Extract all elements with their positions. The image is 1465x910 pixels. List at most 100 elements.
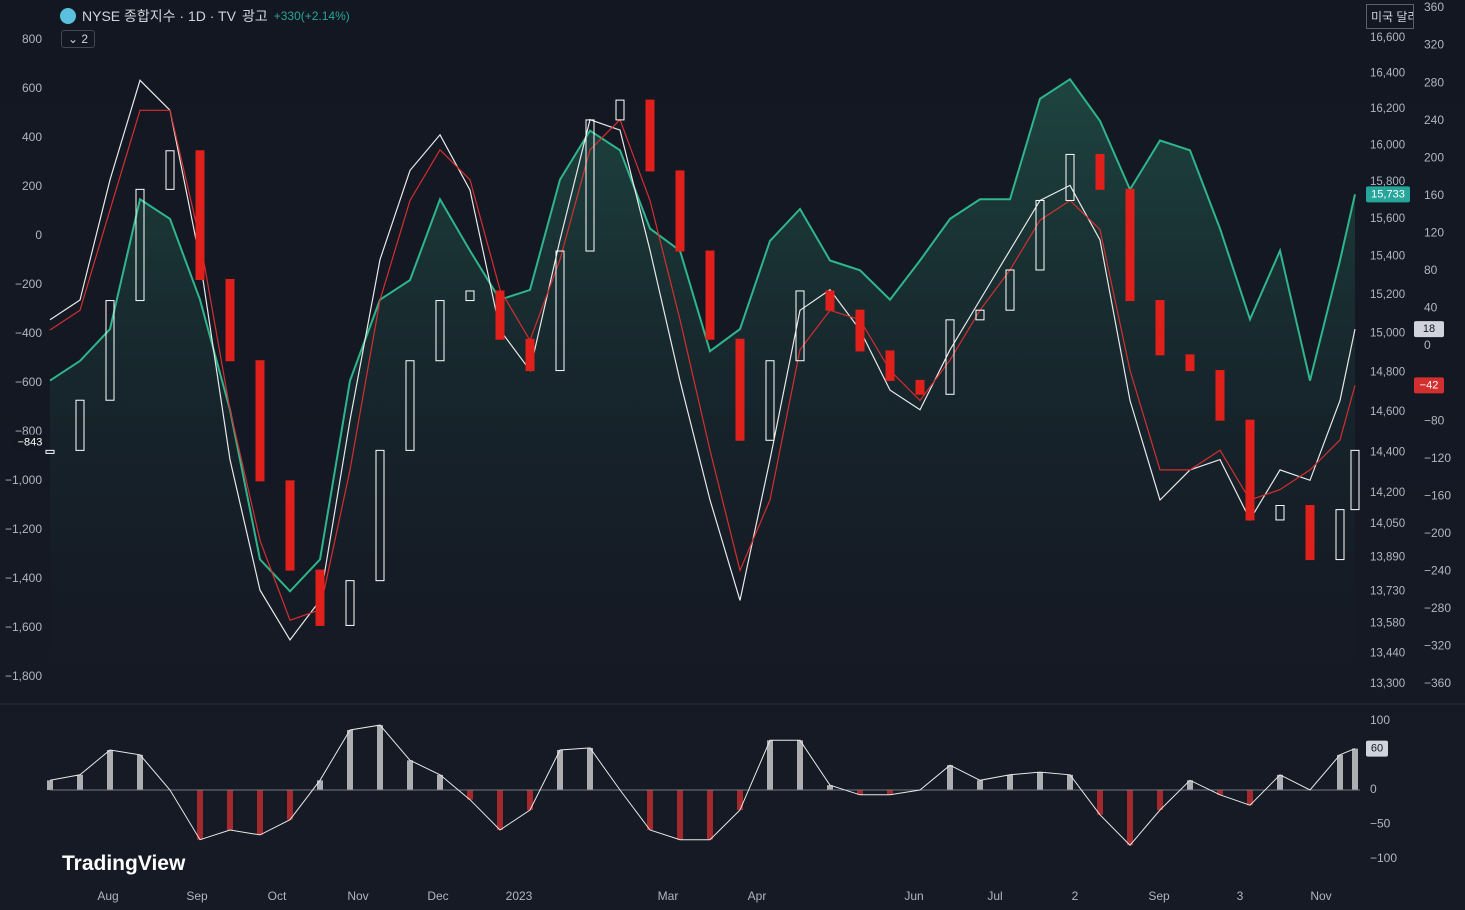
price-tick-label: 15,000 xyxy=(1370,327,1405,339)
histogram-bar xyxy=(1217,790,1223,795)
y2-tick-label: −360 xyxy=(1424,676,1451,690)
candle xyxy=(1305,504,1315,561)
histogram-bar xyxy=(257,790,263,835)
histogram-bar xyxy=(107,749,113,790)
histogram-bar xyxy=(197,790,203,840)
histogram-bar xyxy=(437,774,443,790)
candle xyxy=(555,250,565,372)
y-tick-label: 800 xyxy=(22,32,42,46)
histogram-bar xyxy=(1097,790,1103,815)
lower-tick-label: −50 xyxy=(1370,817,1391,831)
candle xyxy=(435,300,445,362)
change: +330(+2.14%) xyxy=(273,9,350,23)
series-line xyxy=(49,109,1356,621)
x-tick-label: Nov xyxy=(1310,889,1331,903)
y2-tick-label: 360 xyxy=(1424,0,1444,14)
value-badge-label: 15,733 xyxy=(1371,188,1405,200)
candle xyxy=(165,150,175,190)
candle xyxy=(135,188,145,302)
y2-tick-label: −240 xyxy=(1424,564,1451,578)
histogram-bar xyxy=(827,785,833,790)
candle xyxy=(255,360,265,482)
price-tick-label: 15,400 xyxy=(1370,251,1405,263)
x-tick-label: 2 xyxy=(1072,889,1079,903)
histogram-bar xyxy=(1067,774,1073,790)
histogram-bar xyxy=(677,790,683,840)
histogram-bar xyxy=(707,790,713,840)
histogram-bar xyxy=(1352,748,1358,790)
ad[interactable]: 광고 xyxy=(241,8,268,24)
y2-tick-label: −120 xyxy=(1424,451,1451,465)
price-tick-label: 14,800 xyxy=(1370,367,1405,379)
x-tick-label: Jun xyxy=(904,889,923,903)
y-tick-label: −1,600 xyxy=(5,620,42,634)
indicator-count: 2 xyxy=(81,32,89,46)
y2-tick-label: 80 xyxy=(1424,263,1438,277)
candle xyxy=(885,350,895,381)
candle xyxy=(195,150,205,281)
price-tick-label: 13,440 xyxy=(1370,648,1405,660)
price-tick-label: 14,200 xyxy=(1370,487,1405,499)
x-tick-label: Aug xyxy=(97,889,118,903)
histogram-bar xyxy=(587,747,593,790)
x-tick-label: Apr xyxy=(748,889,767,903)
candle xyxy=(1095,153,1105,190)
value-badge xyxy=(1414,321,1444,338)
currency[interactable]: 미국 달러 xyxy=(1366,4,1414,29)
price-tick-label: 14,600 xyxy=(1370,406,1405,418)
candle xyxy=(1155,300,1165,356)
candle xyxy=(975,309,985,321)
x-tick-label: Sep xyxy=(186,889,208,903)
price-tick-label: 16,400 xyxy=(1370,67,1405,79)
candle xyxy=(105,300,115,401)
candle xyxy=(495,290,505,340)
histogram-bar xyxy=(1337,754,1343,790)
price-tick-label: 16,600 xyxy=(1370,32,1405,44)
candle xyxy=(675,170,685,252)
histogram-bar xyxy=(977,780,983,790)
candle xyxy=(945,319,955,395)
indicator-toggle[interactable]: ⌄ 2 xyxy=(61,30,96,48)
candle xyxy=(1245,419,1255,521)
candle xyxy=(585,119,595,252)
brand-logo: TradingView xyxy=(62,852,186,875)
y2-tick-label: −320 xyxy=(1424,639,1451,653)
price-tick-label: 14,050 xyxy=(1370,518,1405,530)
price-tick-label: 16,200 xyxy=(1370,103,1405,115)
x-tick-label: 3 xyxy=(1237,889,1244,903)
histogram-bar xyxy=(77,774,83,790)
candle xyxy=(1185,354,1195,372)
y-tick-label: 600 xyxy=(22,81,42,95)
y-tick-label: 200 xyxy=(22,179,42,193)
histogram-bar xyxy=(797,740,803,790)
y2-tick-label: 320 xyxy=(1424,38,1444,52)
candle xyxy=(645,99,655,172)
candle xyxy=(825,290,835,311)
y-tick-label: −1,200 xyxy=(5,522,42,536)
histogram-bar xyxy=(407,760,413,790)
symbol: NYSE 종합지수 · 1D · TV xyxy=(82,8,236,24)
histogram-bar xyxy=(227,790,233,831)
y-tick-label: −1,800 xyxy=(5,669,42,683)
symbol-logo xyxy=(60,8,76,24)
candle xyxy=(525,338,535,372)
y-tick-label: 0 xyxy=(35,228,42,242)
y2-tick-label: 200 xyxy=(1424,150,1444,164)
histogram-bar xyxy=(1187,780,1193,790)
price-tick-label: 13,580 xyxy=(1370,617,1405,629)
x-tick-label: 2023 xyxy=(506,889,533,903)
y-tick-label: −400 xyxy=(15,326,42,340)
x-tick-label: Nov xyxy=(347,889,368,903)
series-line xyxy=(49,79,1356,641)
value-badge-label: 18 xyxy=(1423,323,1435,335)
candle xyxy=(345,580,355,626)
y-tick-label: −600 xyxy=(15,375,42,389)
candle xyxy=(1005,269,1015,311)
y2-tick-label: 280 xyxy=(1424,75,1444,89)
header: NYSE 종합지수 · 1D · TV 광고 +330(+2.14%) xyxy=(60,6,350,26)
lower-tick-label: −100 xyxy=(1370,851,1397,865)
price-tick-label: 14,400 xyxy=(1370,446,1405,458)
lower-tick-label: 100 xyxy=(1370,713,1390,727)
y-tick-label: 400 xyxy=(22,130,42,144)
